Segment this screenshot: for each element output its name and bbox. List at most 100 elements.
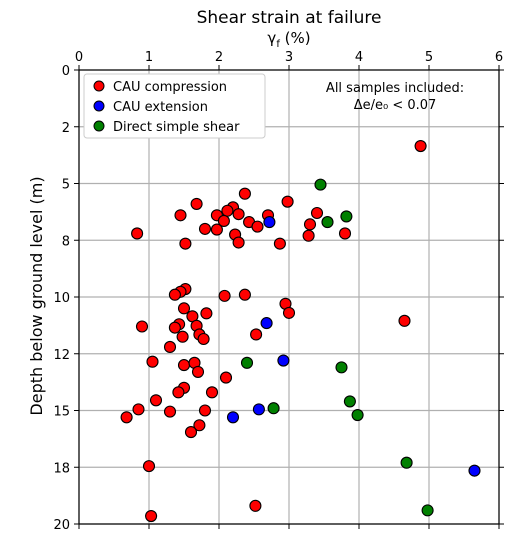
point-cau-compression <box>218 289 231 302</box>
plot-frame <box>78 69 500 525</box>
y-tick-label: 18 <box>53 461 70 476</box>
legend-marker-direct-simple-shear <box>93 120 105 132</box>
point-cau-compression <box>193 419 206 432</box>
point-cau-compression <box>198 222 212 235</box>
x-axis-label: γf (%) <box>267 29 310 50</box>
point-cau-extension <box>468 464 481 477</box>
point-direct-simple-shear <box>314 178 327 191</box>
point-cau-compression <box>273 237 286 250</box>
legend-label-cau-compression: CAU compression <box>113 80 227 95</box>
x-axis-symbol: γ <box>267 29 276 47</box>
point-cau-compression <box>120 411 133 424</box>
point-cau-compression <box>149 394 163 407</box>
point-cau-compression <box>168 288 181 301</box>
y-tick-label: 10 <box>53 291 70 306</box>
data-points <box>120 139 481 523</box>
legend: CAU compression CAU extension Direct sim… <box>83 73 266 139</box>
point-direct-simple-shear <box>421 504 434 517</box>
point-cau-compression <box>131 227 144 240</box>
point-cau-compression <box>219 371 233 384</box>
y-tick-label: 2 <box>62 121 70 136</box>
point-cau-compression <box>176 330 189 343</box>
x-tick-label: 5 <box>425 50 433 65</box>
x-tick-label: 2 <box>215 50 223 65</box>
point-cau-extension <box>277 354 290 367</box>
point-cau-compression <box>191 365 205 378</box>
x-axis-unit: (%) <box>280 29 311 47</box>
y-tick-label: 8 <box>62 234 70 249</box>
point-direct-simple-shear <box>240 356 254 369</box>
point-cau-compression <box>221 204 234 217</box>
point-cau-compression <box>249 499 262 512</box>
x-tick-label: 4 <box>355 50 363 65</box>
point-cau-compression <box>174 209 187 222</box>
x-tick-label: 0 <box>75 50 83 65</box>
point-cau-compression <box>210 223 223 236</box>
point-cau-compression <box>184 426 198 439</box>
annotation-line-1: All samples included: <box>326 81 464 96</box>
point-cau-compression <box>282 306 296 319</box>
x-tick-label: 1 <box>145 50 153 65</box>
point-direct-simple-shear <box>351 408 364 422</box>
y-ticks: 0 2 5 8 10 12 15 18 20 <box>53 64 504 533</box>
point-direct-simple-shear <box>340 210 353 223</box>
point-cau-compression <box>232 236 245 249</box>
y-tick-label: 12 <box>53 348 70 363</box>
point-direct-simple-shear <box>321 216 334 229</box>
x-tick-label: 3 <box>285 50 293 65</box>
legend-label-cau-extension: CAU extension <box>113 100 208 115</box>
point-cau-compression <box>414 139 427 153</box>
point-cau-compression <box>238 288 251 301</box>
point-cau-compression <box>338 227 352 240</box>
point-cau-compression <box>238 187 251 200</box>
point-cau-compression <box>135 320 149 333</box>
point-direct-simple-shear <box>335 361 348 374</box>
point-cau-compression <box>205 386 219 399</box>
point-cau-extension <box>226 411 240 424</box>
point-cau-compression <box>146 355 159 368</box>
y-axis-label: Depth below ground level (m) <box>27 176 46 415</box>
y-tick-label: 0 <box>62 64 70 79</box>
point-cau-compression <box>163 340 177 353</box>
point-cau-compression <box>179 237 192 250</box>
legend-marker-cau-extension <box>93 100 105 112</box>
point-cau-compression <box>250 328 263 341</box>
annotation-line-2: Δe/e₀ < 0.07 <box>354 98 437 113</box>
point-cau-compression <box>303 218 317 231</box>
legend-marker-cau-compression <box>93 80 105 92</box>
point-cau-compression <box>251 220 264 233</box>
point-cau-compression <box>177 302 191 315</box>
point-cau-compression <box>281 195 294 208</box>
point-cau-compression <box>172 386 185 399</box>
point-cau-compression <box>132 403 145 416</box>
y-tick-label: 5 <box>62 178 70 193</box>
point-cau-compression <box>190 197 203 210</box>
x-ticks: 0 1 2 3 4 5 6 <box>75 50 503 529</box>
point-cau-extension <box>263 216 276 229</box>
point-cau-compression <box>168 321 181 334</box>
x-tick-label: 6 <box>495 50 503 65</box>
point-cau-compression <box>310 206 324 220</box>
point-cau-compression <box>200 307 213 320</box>
point-cau-compression <box>302 229 315 242</box>
point-cau-compression <box>232 208 245 221</box>
y-tick-label: 15 <box>53 405 70 420</box>
legend-box <box>83 73 266 139</box>
point-cau-extension <box>252 403 265 416</box>
point-cau-compression <box>142 460 156 473</box>
y-tick-label: 20 <box>53 518 70 533</box>
point-direct-simple-shear <box>267 402 280 415</box>
x-axis-subscript: f <box>276 39 280 50</box>
point-cau-compression <box>398 314 411 327</box>
point-cau-extension <box>260 317 273 330</box>
chart-title: Shear strain at failure <box>197 8 382 28</box>
point-cau-compression <box>177 359 191 372</box>
point-direct-simple-shear <box>343 395 356 408</box>
point-cau-compression <box>217 214 230 228</box>
point-cau-compression <box>145 510 158 523</box>
legend-label-direct-simple-shear: Direct simple shear <box>113 120 240 135</box>
point-cau-compression <box>163 405 177 418</box>
point-direct-simple-shear <box>400 456 413 469</box>
point-cau-compression <box>198 404 212 417</box>
